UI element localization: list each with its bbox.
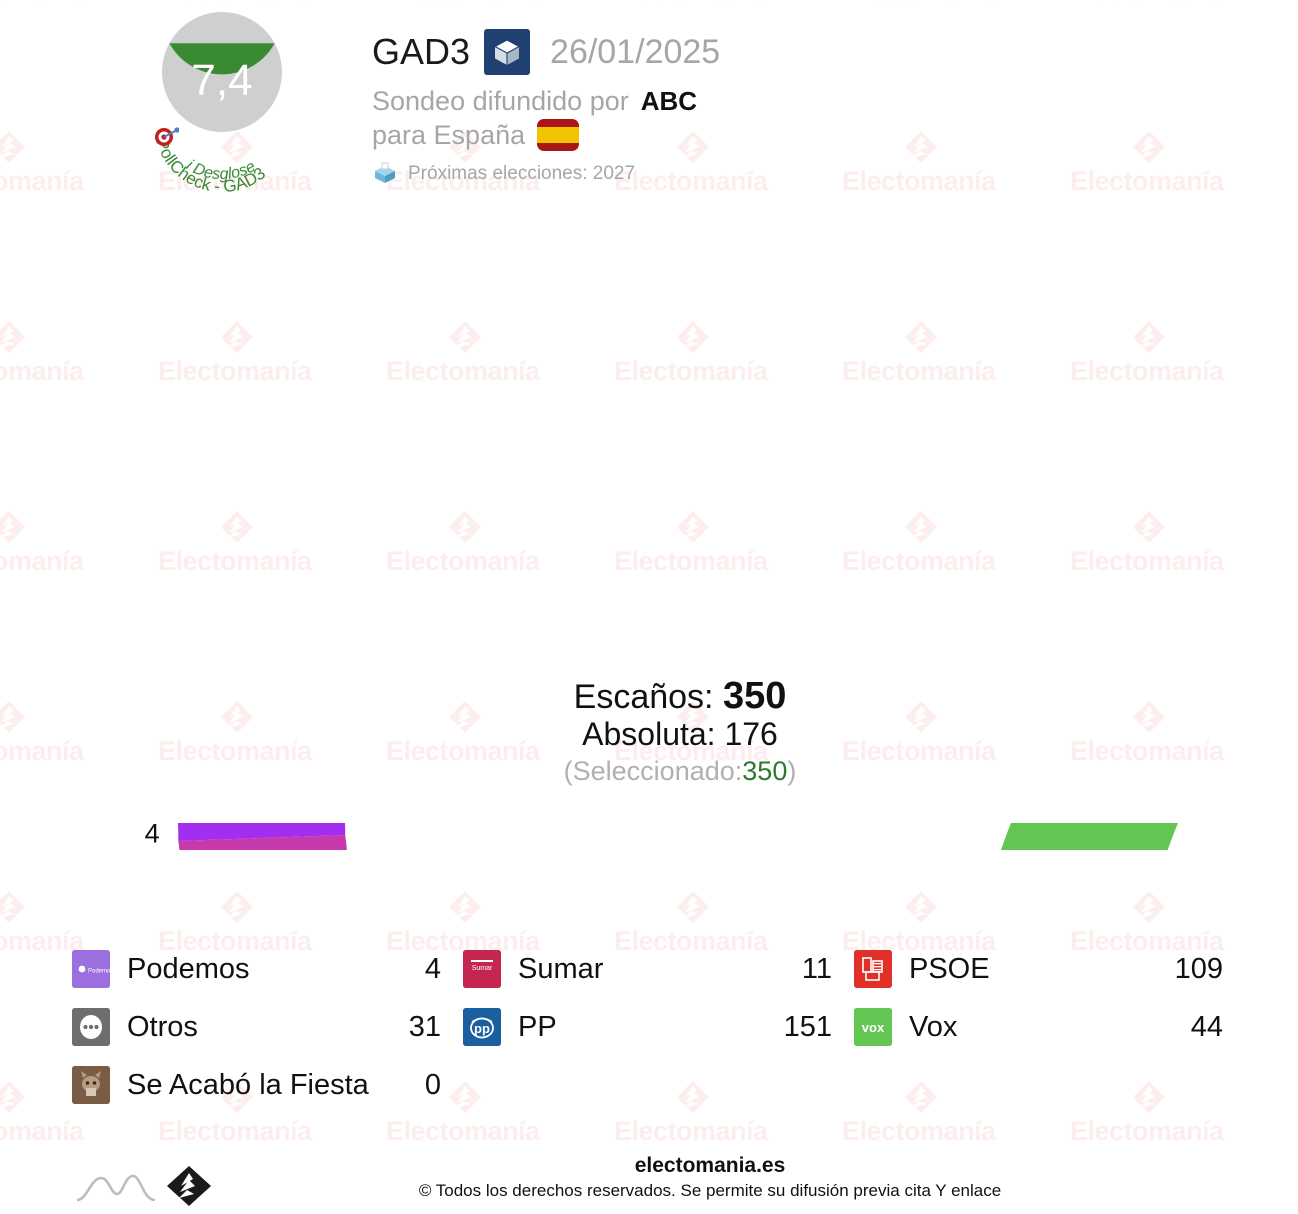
legend-party-seats: 109 xyxy=(1174,952,1223,985)
legend-party-name: PP xyxy=(518,1010,557,1043)
svg-text:pp: pp xyxy=(474,1021,490,1036)
legend-item-se-acabó-la-fiesta[interactable]: Se Acabó la Fiesta 0 xyxy=(72,1066,463,1104)
target-pin-icon xyxy=(155,127,179,146)
legend-item-pp[interactable]: pp PP 151 xyxy=(463,1008,854,1046)
otros-dots-icon xyxy=(72,1008,110,1046)
legend-party-seats: 0 xyxy=(424,1068,441,1101)
selected-suffix: ) xyxy=(787,756,797,786)
gauge-label-podemos: 4 xyxy=(145,818,160,848)
pollster-name: GAD3 xyxy=(372,31,471,72)
majority-value: 176 xyxy=(724,716,778,752)
electomania-logo-icon xyxy=(76,1166,211,1206)
seats-label: Escaños: xyxy=(573,678,714,716)
legend-party-name: Se Acabó la Fiesta xyxy=(127,1068,369,1101)
svg-text:Podemos: Podemos xyxy=(88,969,110,975)
legend-party-seats: 44 xyxy=(1190,1010,1223,1043)
legend-row: Otros 31 pp PP 151 vox Vox 44 xyxy=(72,1008,1247,1046)
legend-item-sumar[interactable]: Sumar Sumar 11 xyxy=(463,950,854,988)
legend-party-name: PSOE xyxy=(909,952,990,985)
pp-logo-icon: pp xyxy=(463,1008,501,1046)
gauge-segment-vox[interactable] xyxy=(985,823,1178,850)
media-outlet: ABC xyxy=(640,86,698,116)
legend-party-name: Vox xyxy=(909,1010,958,1043)
legend-party-seats: 151 xyxy=(783,1010,832,1043)
footer-site[interactable]: electomania.es xyxy=(634,1154,786,1177)
sumar-logo-icon: Sumar xyxy=(463,950,501,988)
legend-row: Se Acabó la Fiesta 0 xyxy=(72,1066,1247,1104)
legend-party-seats: 11 xyxy=(801,952,832,985)
majority-line: Absoluta: 176 xyxy=(430,716,930,753)
seats-total-line: Escaños: 350 xyxy=(430,675,930,718)
pollcheck-arc-label: PollCheck - GAD3 i Desglose xyxy=(152,136,269,192)
header: 7,4 PollCheck - GAD3 i Desglose xyxy=(0,0,1298,200)
footer-rights: © Todos los derechos reservados. Se perm… xyxy=(418,1181,1002,1200)
psoe-logo-icon xyxy=(854,950,892,988)
gauge-label-sumar: 11 xyxy=(249,844,278,850)
legend-party-name: Podemos xyxy=(127,952,250,985)
seat-gauge-svg: 4111093115144 xyxy=(145,818,1178,850)
spain-flag-icon xyxy=(537,119,580,151)
saf-logo-icon xyxy=(72,1066,110,1104)
seat-gauge-chart: 4111093115144 Escaños: 350 Absoluta: 176… xyxy=(0,290,1298,850)
svg-text:vox: vox xyxy=(862,1020,885,1035)
svg-text:Sumar: Sumar xyxy=(472,965,493,972)
legend-item-podemos[interactable]: Podemos Podemos 4 xyxy=(72,950,463,988)
seats-total-value: 350 xyxy=(722,675,787,717)
gad3-cube-icon xyxy=(484,29,531,75)
selected-prefix: (Seleccionado: xyxy=(563,756,743,786)
ballot-box-icon xyxy=(372,161,398,187)
pollcheck-dial-icon xyxy=(162,12,282,132)
selected-value: 350 xyxy=(742,756,788,786)
legend-party-name: Otros xyxy=(127,1010,198,1043)
pollcheck-score: 7,4 xyxy=(191,56,253,105)
legend-item-psoe[interactable]: PSOE 109 xyxy=(854,950,1245,988)
poll-date: 26/01/2025 xyxy=(550,32,721,71)
podemos-logo-icon: Podemos xyxy=(72,950,110,988)
legend-party-name: Sumar xyxy=(518,952,604,985)
survey-meta: GAD3 26/01/2025 Sondeo difundido por ABC xyxy=(372,24,720,187)
selected-line: (Seleccionado:350) xyxy=(430,756,930,787)
vox-logo-icon: vox xyxy=(854,1008,892,1046)
pollcheck-badge[interactable]: 7,4 PollCheck - GAD3 i Desglose xyxy=(148,12,296,192)
legend-party-seats: 4 xyxy=(424,952,441,985)
party-legend: Podemos Podemos 4 Sumar Sumar 11 PSOE 109 Otros 3… xyxy=(72,950,1247,1124)
majority-label: Absoluta: xyxy=(582,716,716,752)
legend-row: Podemos Podemos 4 Sumar Sumar 11 PSOE 109 xyxy=(72,950,1247,988)
next-election-label: Próximas elecciones: 2027 xyxy=(408,163,636,184)
legend-party-seats: 31 xyxy=(408,1010,441,1043)
legend-item-otros[interactable]: Otros 31 xyxy=(72,1008,463,1046)
gauge-segment-podemos[interactable] xyxy=(178,823,346,841)
gauge-center-text: Escaños: 350 Absoluta: 176 (Seleccionado… xyxy=(430,675,930,787)
footer: electomania.es © Todos los derechos rese… xyxy=(0,1148,1298,1214)
gauge-segment-sumar[interactable] xyxy=(178,834,348,850)
region-label: para España xyxy=(372,119,526,150)
legend-item-vox[interactable]: vox Vox 44 xyxy=(854,1008,1245,1046)
diffused-by-label: Sondeo difundido por xyxy=(372,86,629,116)
